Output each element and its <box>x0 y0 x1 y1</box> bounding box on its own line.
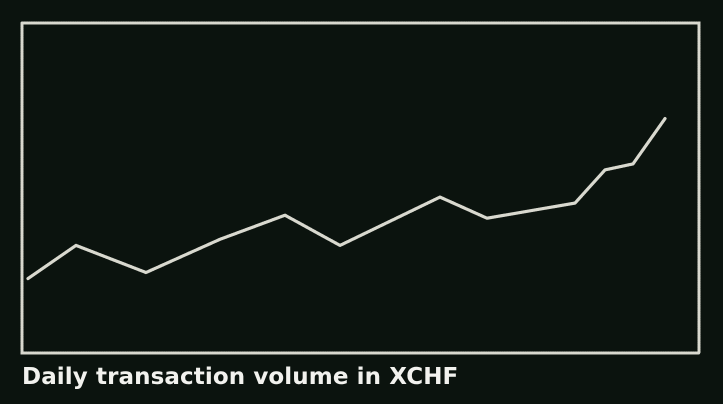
series-layer <box>26 116 667 281</box>
chart-caption: Daily transaction volume in XCHF <box>22 364 459 390</box>
series-line-0 <box>26 116 667 281</box>
chart-frame <box>20 21 701 355</box>
